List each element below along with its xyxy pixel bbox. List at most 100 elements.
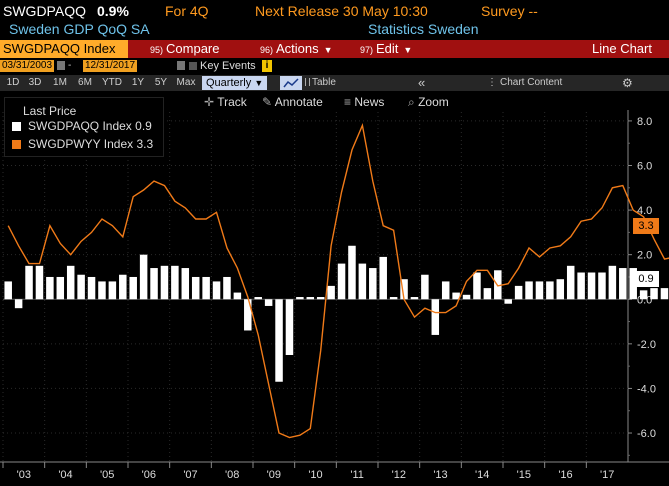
- period-label: For 4Q: [165, 3, 209, 19]
- start-date-field[interactable]: 03/31/2003: [0, 60, 55, 72]
- x-tick-label: '06: [142, 469, 156, 481]
- zoom-label: Zoom: [418, 95, 449, 109]
- actions-number: 96): [260, 45, 274, 55]
- x-tick-label: '12: [392, 469, 406, 481]
- bar: [598, 272, 606, 300]
- news-icon: ≡: [344, 95, 352, 109]
- y-tick-label: 6.0: [637, 161, 652, 173]
- edit-dropdown-icon: ▼: [403, 45, 413, 55]
- edit-label: Edit: [376, 41, 399, 56]
- legend-item-line: SWGDPWYY Index 3.3: [28, 137, 154, 151]
- bar: [119, 274, 127, 300]
- end-calendar-icon[interactable]: [177, 61, 185, 70]
- bar: [77, 274, 85, 300]
- bar: [473, 272, 481, 300]
- x-tick-label: '10: [308, 469, 322, 481]
- y-tick-label: -4.0: [637, 383, 656, 395]
- bar: [316, 297, 325, 300]
- table-icon: [305, 78, 310, 87]
- y-tick-label: -6.0: [637, 428, 656, 440]
- period-max[interactable]: Max: [176, 77, 196, 88]
- frequency-dropdown-icon: ▼: [254, 78, 264, 88]
- frequency-select[interactable]: Quarterly ▼: [202, 76, 268, 90]
- actions-button[interactable]: 96) Actions ▼: [260, 40, 340, 58]
- chart-view-icon[interactable]: [280, 76, 302, 90]
- last-value: 0.9%: [97, 3, 129, 19]
- period-6m[interactable]: 6M: [78, 77, 92, 88]
- magnifier-icon: ⌕: [408, 95, 415, 109]
- bar: [264, 299, 273, 306]
- bar: [129, 276, 137, 300]
- period-1d[interactable]: 1D: [6, 77, 20, 88]
- survey: Survey --: [481, 3, 538, 19]
- period-ytd[interactable]: YTD: [102, 77, 122, 88]
- bar: [14, 299, 23, 309]
- bar: [358, 263, 367, 300]
- chart-content-button[interactable]: ⋮ Chart Content: [487, 75, 562, 91]
- bar: [150, 268, 158, 300]
- compare-label: Compare: [166, 41, 220, 56]
- bar: [296, 297, 304, 300]
- key-events-info-icon[interactable]: i: [262, 60, 272, 72]
- bar: [139, 254, 148, 300]
- track-tool[interactable]: ✛ Track: [204, 94, 247, 110]
- last-value-tag-bars: 0.9: [633, 271, 659, 288]
- chart-type-label[interactable]: Line Chart: [592, 41, 652, 56]
- annotate-tool[interactable]: ✎ Annotate: [262, 94, 323, 110]
- date-separator: -: [68, 60, 72, 71]
- x-tick-label: '17: [600, 469, 614, 481]
- bar: [223, 276, 231, 300]
- news-tool[interactable]: ≡ News: [344, 94, 384, 110]
- pencil-icon: ✎: [262, 95, 273, 109]
- period-5y[interactable]: 5Y: [154, 77, 168, 88]
- bar: [556, 279, 565, 300]
- bar: [233, 292, 242, 300]
- edit-button[interactable]: 97) Edit ▼: [360, 40, 430, 58]
- x-tick-label: '15: [517, 469, 531, 481]
- period-1m[interactable]: 1M: [53, 77, 67, 88]
- x-tick-label: '16: [558, 469, 572, 481]
- period-3d[interactable]: 3D: [28, 77, 42, 88]
- bar: [306, 297, 315, 300]
- data-source: Statistics Sweden: [368, 21, 479, 37]
- period-1y[interactable]: 1Y: [131, 77, 145, 88]
- table-label: Table: [312, 77, 336, 88]
- last-value-tag-line: 3.3: [633, 217, 659, 234]
- series-line: [7, 122, 669, 439]
- end-date-field[interactable]: 12/31/2017: [83, 60, 138, 72]
- zoom-tool[interactable]: ⌕ Zoom: [408, 94, 449, 110]
- ticker-symbol: SWGDPAQQ: [3, 3, 86, 19]
- frequency-value: Quarterly: [206, 77, 252, 89]
- x-tick-label: '08: [225, 469, 239, 481]
- bar: [483, 288, 492, 300]
- series-description: Sweden GDP QoQ SA: [9, 21, 150, 37]
- legend[interactable]: [4, 97, 164, 157]
- x-tick-label: '09: [267, 469, 281, 481]
- start-calendar-icon[interactable]: [57, 61, 65, 70]
- legend-title: Last Price: [23, 104, 77, 118]
- command-bar: [0, 40, 669, 58]
- legend-swatch-line: [12, 140, 21, 149]
- chart-content-icon: ⋮: [487, 77, 497, 88]
- compare-button[interactable]: 95) Compare: [150, 40, 235, 58]
- key-events-checkbox[interactable]: [189, 62, 197, 70]
- bar: [171, 265, 179, 300]
- bar: [452, 292, 460, 300]
- table-button[interactable]: Table: [305, 75, 336, 91]
- bar: [212, 281, 221, 300]
- bar: [4, 281, 12, 300]
- security-field[interactable]: SWGDPAQQ Index: [0, 40, 128, 58]
- actions-label: Actions: [276, 41, 319, 56]
- bar: [504, 299, 512, 304]
- x-tick-label: '05: [100, 469, 114, 481]
- bar: [98, 281, 106, 300]
- bar: [566, 265, 575, 300]
- settings-gear-icon[interactable]: ⚙: [622, 76, 633, 90]
- legend-swatch-bars: [12, 122, 21, 131]
- bar: [660, 288, 669, 300]
- collapse-left-icon[interactable]: «: [418, 75, 426, 90]
- bar: [87, 276, 96, 300]
- compare-number: 95): [150, 45, 164, 55]
- bar: [35, 265, 44, 300]
